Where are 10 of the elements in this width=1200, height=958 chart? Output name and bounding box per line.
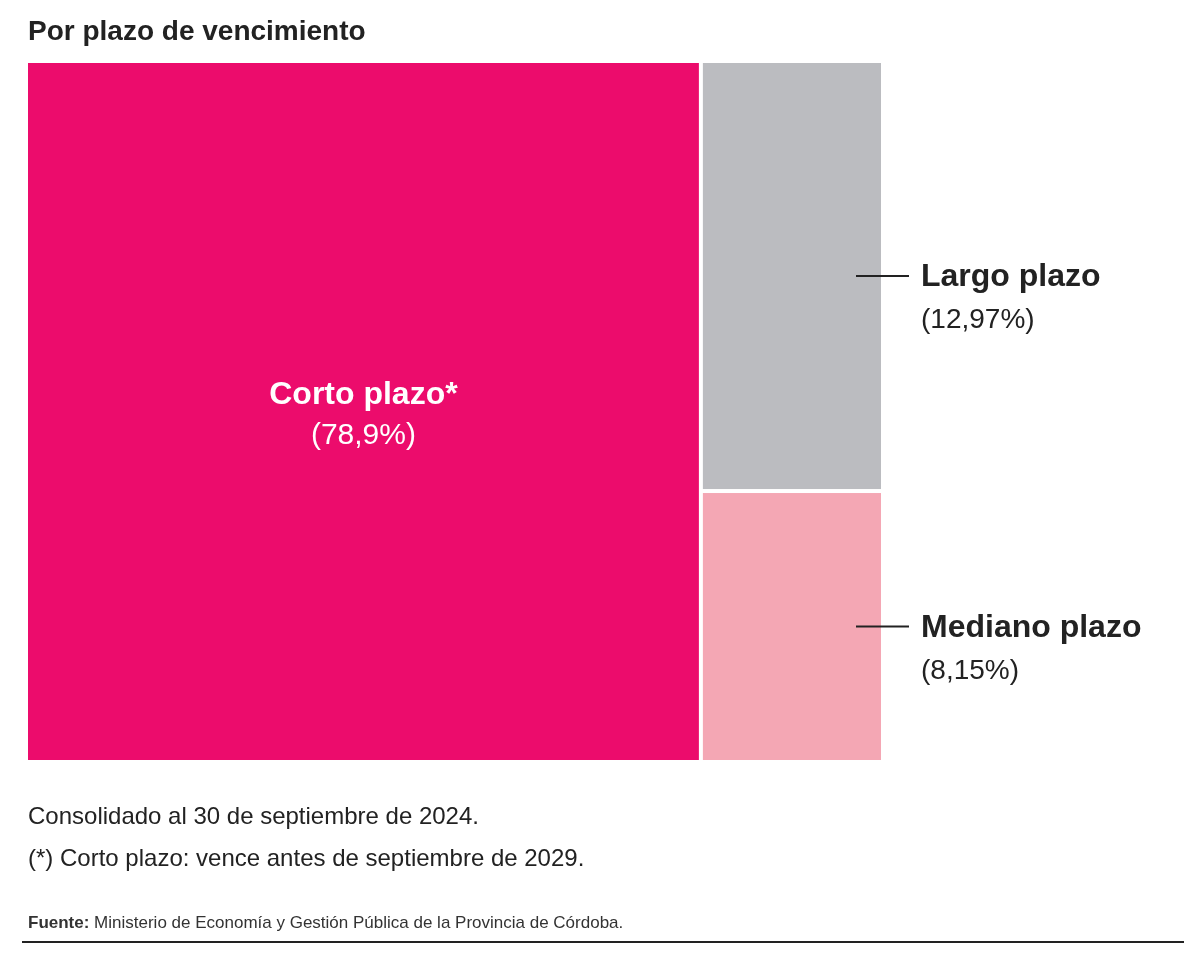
text: Por plazo de vencimiento xyxy=(28,15,366,46)
data-label: (12,97%) xyxy=(921,303,1035,335)
text: (*) Corto plazo: vence antes de septiembre de 2029. xyxy=(28,844,585,871)
text: Consolidado al 30 de septiembre de 2024. xyxy=(28,802,479,829)
category-label: Corto plazo* xyxy=(269,374,459,411)
data-label: (78,9%) xyxy=(310,416,416,450)
data-label: (8,15%) xyxy=(921,653,1020,685)
category-label: Largo plazo xyxy=(921,257,1101,294)
category-label: Mediano plazo xyxy=(921,607,1142,644)
source-note: Fuente: Ministerio de Economía y Gestión Pública de la Provincia de Córdoba. xyxy=(28,913,624,932)
